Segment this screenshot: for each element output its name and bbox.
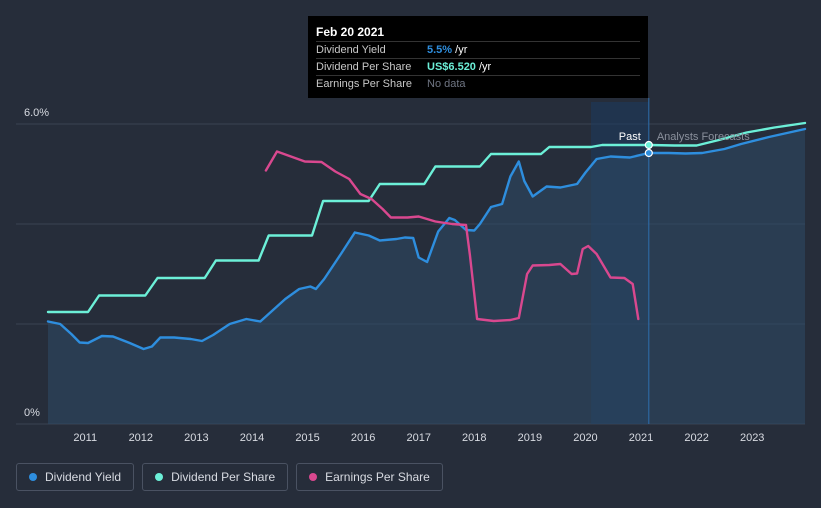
tooltip-row-earnings-per-share: Earnings Per Share No data (316, 75, 640, 92)
x-tick-label: 2017 (406, 432, 430, 444)
legend-item-dividend-per-share[interactable]: Dividend Per Share (142, 463, 289, 491)
tooltip-value: No data (427, 78, 466, 90)
chart-svg: 6.0% 0% 2011 2012 2013 2014 2015 2016 2017 2018 20… (16, 98, 807, 444)
x-tick-label: 2014 (240, 432, 264, 444)
x-tick-label: 2022 (684, 432, 708, 444)
tooltip-unit: /yr (452, 44, 468, 56)
x-tick-label: 2020 (573, 432, 597, 444)
legend-dot-icon (155, 473, 164, 481)
tooltip-value: 5.5% (427, 44, 453, 56)
tooltip-label: Dividend Per Share (316, 61, 412, 73)
series-line-dividend-per-share (46, 121, 807, 314)
legend-dot-icon (29, 473, 37, 481)
past-label: Past (619, 131, 641, 143)
tooltip-label: Earnings Per Share (316, 78, 412, 90)
y-tick-label: 0% (24, 407, 40, 419)
x-tick-label: 2015 (295, 432, 319, 444)
series-line-dividend-yield (46, 127, 807, 351)
x-tick-label: 2011 (73, 432, 97, 444)
legend-label: Earnings Per Share (325, 470, 430, 484)
tooltip-label: Dividend Yield (316, 44, 386, 56)
hover-marker (644, 148, 653, 158)
tooltip-row-dividend-yield: Dividend Yield 5.5% /yr (316, 41, 640, 58)
series-layer (46, 121, 807, 424)
x-tick-label: 2012 (129, 432, 153, 444)
marker-layer (644, 140, 653, 158)
label-layer: 6.0% 0% 2011 2012 2013 2014 2015 2016 2017 2018 20… (24, 107, 764, 444)
legend-label: Dividend Per Share (171, 470, 276, 484)
legend-dot-icon (309, 473, 318, 481)
x-tick-label: 2013 (184, 432, 208, 444)
tooltip-row-dividend-per-share: Dividend Per Share US$6.520 /yr (316, 58, 640, 75)
forecast-label: Analysts Forecasts (657, 131, 750, 143)
legend-item-earnings-per-share[interactable]: Earnings Per Share (296, 463, 443, 491)
y-tick-label: 6.0% (24, 107, 49, 119)
x-tick-label: 2018 (462, 432, 486, 444)
tooltip-value: US$6.520 (427, 61, 476, 73)
x-tick-label: 2016 (351, 432, 375, 444)
tooltip-unit: /yr (475, 61, 492, 73)
series-line-earnings-per-share (264, 150, 640, 323)
legend-label: Dividend Yield (45, 470, 122, 484)
series-area-dividend-yield (48, 129, 805, 424)
tooltip-date: Feb 20 2021 (316, 25, 385, 39)
hover-marker (644, 140, 653, 150)
x-tick-label: 2019 (518, 432, 542, 444)
legend-item-dividend-yield[interactable]: Dividend Yield (16, 463, 135, 491)
chart-legend: Dividend Yield Dividend Per Share Earnin… (16, 463, 443, 491)
x-tick-label: 2021 (629, 432, 653, 444)
x-tick-label: 2023 (740, 432, 764, 444)
chart-tooltip: Feb 20 2021 Dividend Yield 5.5% /yr Divi… (308, 16, 648, 98)
